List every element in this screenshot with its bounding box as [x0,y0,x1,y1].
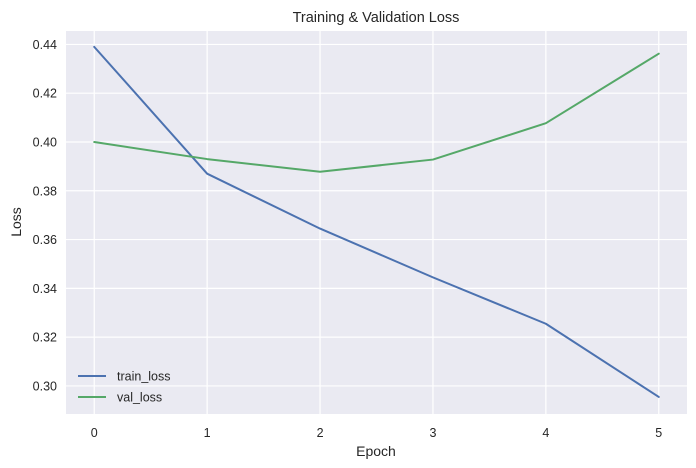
x-tick-label: 1 [204,426,211,440]
x-tick-label: 4 [542,426,549,440]
series-line-val-loss [93,52,660,173]
legend-label: train_loss [117,370,171,384]
y-tick-label: 0.36 [33,233,57,247]
x-tick-label: 5 [655,426,662,440]
plot-background [66,31,687,414]
y-tick-label: 0.30 [33,379,57,393]
legend-label: val_loss [117,391,162,405]
x-tick-labels: 0 1 2 3 4 5 [91,426,663,440]
legend: train_loss val_loss [78,370,171,405]
series-line-train-loss [93,45,660,398]
series-lines [93,45,660,398]
y-tick-label: 0.40 [33,135,57,149]
y-tick-label: 0.38 [33,184,57,198]
y-tick-label: 0.32 [33,331,57,345]
x-tick-label: 0 [91,426,98,440]
x-axis-label: Epoch [356,443,396,459]
grid-lines [66,31,687,414]
y-tick-label: 0.42 [33,87,57,101]
y-axis-label: Loss [8,207,24,237]
y-tick-label: 0.44 [33,38,57,52]
x-tick-label: 2 [317,426,324,440]
chart-title: Training & Validation Loss [293,10,460,26]
x-tick-label: 3 [429,426,436,440]
y-tick-labels: 0.30 0.32 0.34 0.36 0.38 0.40 0.42 0.44 [33,38,57,394]
y-tick-label: 0.34 [33,282,57,296]
